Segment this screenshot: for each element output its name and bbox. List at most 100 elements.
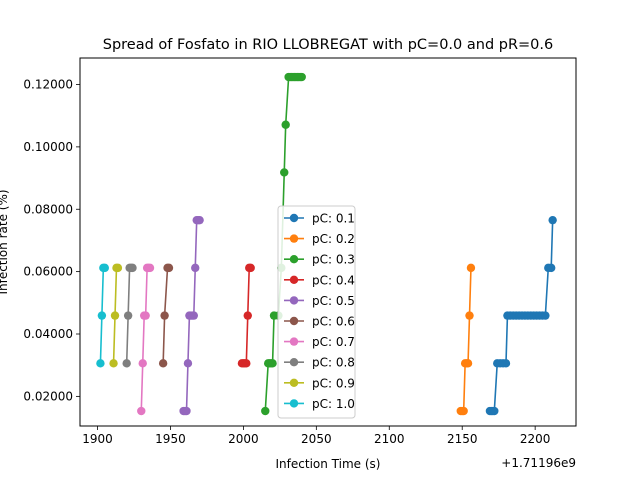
series-line	[140, 267, 151, 412]
series-pc-0-1	[485, 215, 557, 416]
x-axis: 1900 1950 2000 2050 2100 2150 2200	[82, 426, 550, 446]
legend-marker	[289, 296, 299, 305]
legend-entry: pC: 0.6	[284, 315, 355, 329]
data-point	[501, 359, 511, 368]
data-point	[191, 263, 200, 273]
legend-marker	[289, 275, 299, 284]
x-tick-label: 2100	[374, 432, 405, 446]
data-point	[164, 263, 174, 273]
legend-marker	[289, 399, 299, 408]
legend-entry: pC: 0.9	[284, 376, 355, 390]
y-tick-label: 0.04000	[23, 327, 73, 341]
legend-entry: pC: 0.8	[284, 356, 355, 370]
x-tick-label: 1950	[155, 432, 186, 446]
legend-label: pC: 0.4	[312, 273, 355, 287]
x-tick-label: 2150	[447, 432, 478, 446]
legend-marker	[289, 378, 299, 387]
data-point	[268, 359, 277, 368]
legend-label: pC: 0.7	[312, 335, 355, 349]
data-point	[243, 311, 252, 320]
legend-marker	[289, 255, 299, 264]
data-point	[97, 311, 107, 320]
legend-entry: pC: 0.5	[284, 294, 355, 308]
data-point	[123, 311, 133, 320]
x-tick-label: 2200	[520, 432, 551, 446]
x-tick-label: 2000	[228, 432, 259, 446]
data-point	[182, 406, 191, 416]
data-point	[113, 263, 123, 273]
data-point	[141, 311, 150, 320]
data-point	[158, 359, 168, 368]
legend: pC: 0.1 pC: 0.2 pC: 0.3 pC: 0.4 pC: 0.5 pC: 0…	[277, 205, 356, 419]
data-point	[547, 263, 556, 273]
y-axis-label: Infection rate (%)	[0, 189, 10, 294]
data-point	[128, 263, 137, 273]
series-pc-0-4	[237, 263, 255, 368]
y-tick-label: 0.08000	[23, 202, 73, 216]
plot-series	[96, 72, 557, 416]
x-axis-offset: +1.71196e9	[501, 456, 576, 470]
legend-label: pC: 1.0	[312, 397, 355, 411]
data-point	[541, 311, 550, 320]
data-point	[280, 168, 289, 177]
legend-label: pC: 0.8	[312, 356, 355, 370]
data-point	[490, 406, 499, 416]
y-tick-label: 0.02000	[23, 389, 73, 403]
series-pc-0-8	[122, 263, 137, 368]
x-axis-label: Infection Time (s)	[276, 457, 381, 471]
data-point	[100, 263, 110, 273]
legend-entry: pC: 1.0	[284, 397, 355, 411]
data-point	[281, 120, 290, 129]
legend-marker	[289, 234, 299, 243]
legend-entry: pC: 0.3	[284, 253, 355, 267]
data-point	[297, 72, 306, 82]
series-line	[460, 267, 472, 412]
data-point	[122, 359, 131, 368]
series-pc-0-7	[137, 263, 155, 416]
legend-entry: pC: 0.7	[284, 335, 355, 349]
y-tick-label: 0.06000	[23, 265, 73, 279]
series-pc-0-9	[109, 263, 123, 368]
data-point	[137, 406, 146, 416]
series-pc-0-2	[456, 263, 476, 416]
legend-label: pC: 0.6	[312, 315, 355, 329]
data-point	[110, 311, 120, 320]
series-pc-1-0	[96, 263, 110, 368]
chart-title: Spread of Fosfato in RIO LLOBREGAT with …	[103, 37, 554, 53]
legend-label: pC: 0.9	[312, 376, 355, 390]
data-point	[261, 406, 270, 416]
data-point	[465, 311, 474, 320]
legend-entry: pC: 0.4	[284, 273, 355, 287]
data-point	[463, 359, 473, 368]
data-point	[548, 215, 557, 225]
y-axis: 0.02000 0.04000 0.06000 0.08000 0.10000 0.120…	[23, 78, 80, 403]
data-point	[145, 263, 155, 273]
data-point	[189, 311, 198, 320]
legend-entry: pC: 0.2	[284, 232, 355, 246]
data-point	[183, 359, 193, 368]
data-point	[459, 406, 468, 416]
legend-marker	[289, 358, 299, 367]
legend-marker	[289, 213, 299, 223]
series-pc-0-6	[158, 263, 174, 368]
data-point	[138, 359, 147, 368]
legend-entry: pC: 0.1	[284, 212, 355, 226]
legend-label: pC: 0.5	[312, 294, 355, 308]
data-point	[109, 359, 118, 368]
x-tick-label: 1900	[82, 432, 113, 446]
data-point	[242, 359, 251, 368]
legend-label: pC: 0.1	[312, 212, 355, 226]
series-pc-0-5	[179, 215, 204, 416]
legend-label: pC: 0.3	[312, 253, 355, 267]
data-point	[246, 263, 255, 273]
y-tick-label: 0.12000	[23, 78, 73, 92]
legend-label: pC: 0.2	[312, 232, 355, 246]
y-tick-label: 0.10000	[23, 140, 73, 154]
data-point	[466, 263, 476, 273]
data-point	[96, 359, 105, 368]
legend-marker	[289, 316, 299, 326]
x-tick-label: 2050	[301, 432, 332, 446]
plot-area-frame	[79, 57, 577, 427]
data-point	[195, 215, 204, 225]
